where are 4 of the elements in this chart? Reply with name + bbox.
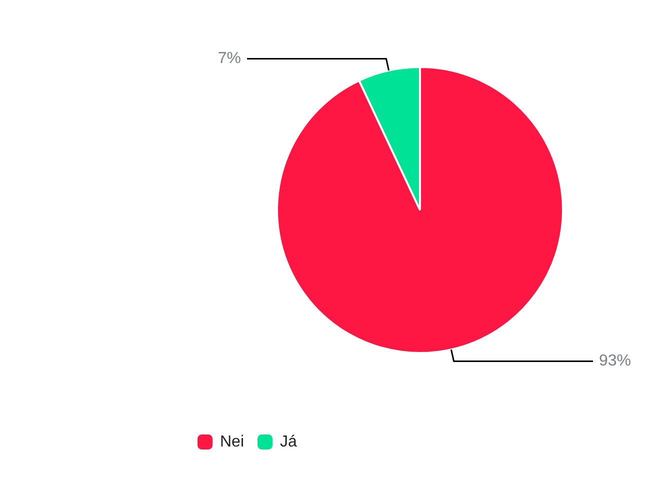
data-label: 93%	[599, 352, 632, 370]
legend-label: Nei	[220, 433, 244, 450]
data-label: 7%	[218, 50, 241, 68]
legend-label: Já	[280, 433, 298, 450]
